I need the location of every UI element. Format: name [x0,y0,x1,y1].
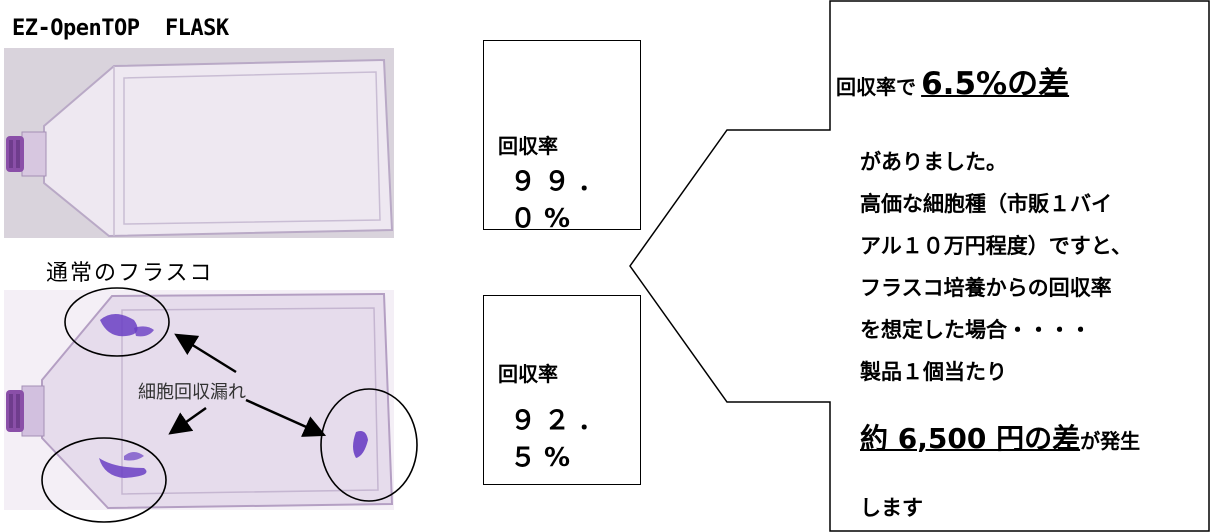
rate-value: ９２．５% [510,406,613,473]
rate-box-ez-flask: 回収率 ９９．０% [483,40,641,234]
regular-flask-photo [4,290,394,510]
loss-circle-bottom-left [41,437,167,523]
loss-circle-right [320,388,418,502]
callout-headline: 回収率で 6.5%の差 [836,58,1069,103]
headline-prefix: 回収率で [836,75,916,99]
rate-label: 回収率 [498,362,558,386]
cost-suffix: が発生 [1080,429,1141,453]
rate-box-regular-flask: 回収率 ９２．５% [483,295,641,485]
regular-flask-caption: 通常のフラスコ [46,261,214,286]
callout-last-line: します [860,496,923,520]
callout-line: アル１０万円程度）ですと、 [860,234,1132,258]
rate-label: 回収率 [498,134,558,158]
arrow-to-top-left [174,333,237,374]
callout-line: 高価な細胞種（市販１バイ [860,192,1112,216]
arrow-to-bottom-left [168,406,207,435]
loss-circle-top-left [64,287,170,357]
callout-line: 製品１個当たり [860,360,1007,384]
arrow-to-right [245,398,327,437]
callout-line: がありました。 [860,150,1007,174]
cost-emphasis: 約 6,500 円の差 [860,422,1081,455]
callout-line: フラスコ培養からの回収率 [860,276,1112,300]
cell-loss-label: 細胞回収漏れ [138,382,246,403]
top-flask-caption: EZ-OpenTOP FLASK [12,16,229,41]
cell-loss-annotations [41,287,418,523]
headline-emphasis: 6.5%の差 [921,66,1070,102]
callout-line: を想定した場合・・・・ [860,318,1091,342]
rate-value: ９９．０% [510,167,613,234]
callout-cost-difference: 約 6,500 円の差が発生 [860,417,1140,457]
ez-opentop-flask-photo [4,48,394,238]
callout-arrow-box [629,0,1210,532]
